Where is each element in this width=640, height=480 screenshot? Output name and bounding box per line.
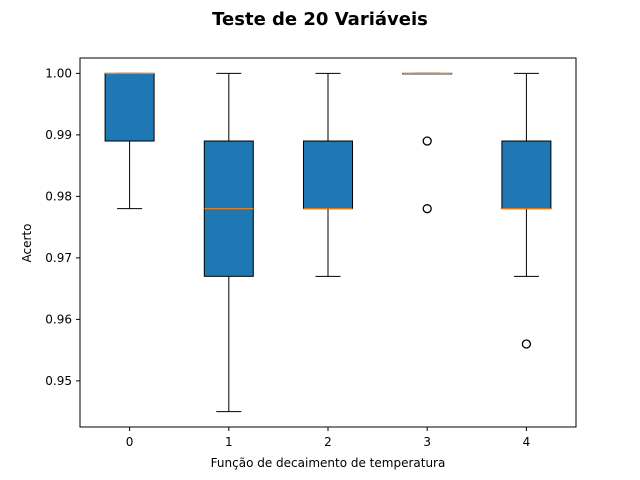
- box-3: [402, 72, 453, 214]
- box-body: [104, 72, 155, 142]
- y-tick-label: 0.98: [45, 189, 72, 203]
- y-tick-label: 0.96: [45, 312, 72, 326]
- y-tick-label: 0.99: [45, 128, 72, 142]
- x-axis-label: Função de decaimento de temperatura: [211, 456, 446, 470]
- y-tick-label: 1.00: [45, 66, 72, 80]
- y-tick-label: 0.97: [45, 251, 72, 265]
- x-tick-label: 1: [225, 435, 233, 449]
- x-tick-label: 0: [126, 435, 134, 449]
- outlier-point: [422, 204, 432, 214]
- box-0: [104, 72, 155, 210]
- outlier-point: [422, 136, 432, 146]
- x-tick-label: 2: [324, 435, 332, 449]
- box-body: [303, 140, 353, 210]
- y-tick-label: 0.95: [45, 374, 72, 388]
- x-axis: 0 1 2 3 4: [126, 427, 530, 449]
- chart-title: Teste de 20 Variáveis: [212, 9, 428, 30]
- box-1: [203, 72, 254, 413]
- y-axis-label: Acerto: [20, 224, 34, 263]
- box-body: [501, 140, 552, 210]
- x-tick-label: 4: [523, 435, 531, 449]
- boxes-group: [104, 72, 552, 413]
- y-axis: 0.95 0.96 0.97 0.98 0.99 1.00: [45, 66, 80, 388]
- outlier-point: [521, 339, 532, 349]
- box-2: [303, 72, 353, 277]
- box-4: [501, 72, 552, 349]
- x-tick-label: 3: [423, 435, 431, 449]
